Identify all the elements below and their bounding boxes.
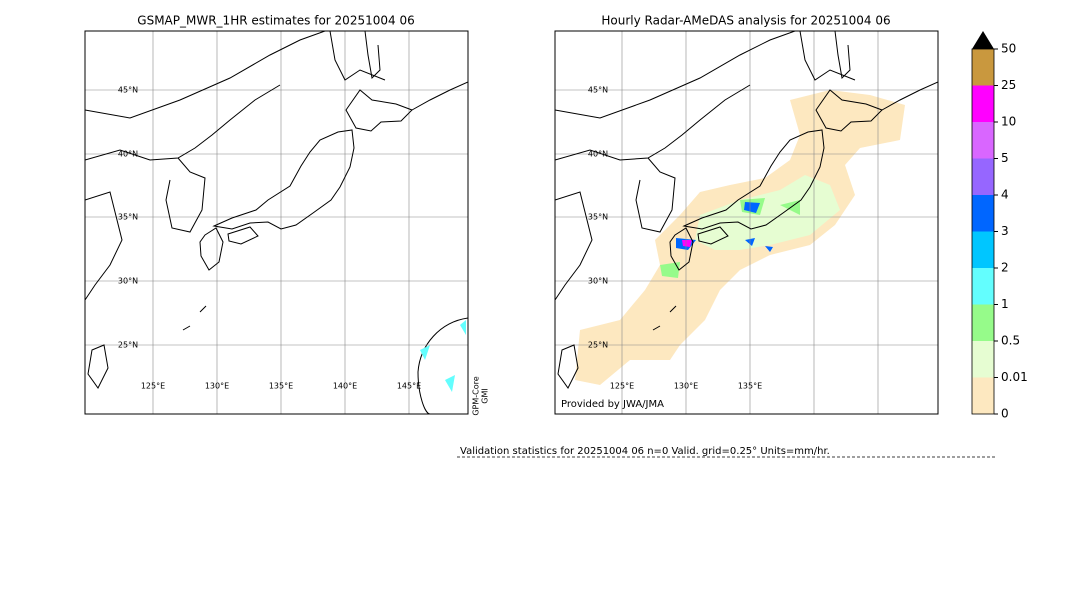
- left-map: GSMAP_MWR_1HR estimates for 20251004 06 …: [84, 14, 490, 416]
- colorbar-tick-label: 0.01: [1001, 370, 1028, 384]
- right-map: Hourly Radar-AMeDAS analysis for 2025100…: [554, 14, 939, 415]
- colorbar-tick-label: 50: [1001, 42, 1016, 56]
- map-frame: [554, 30, 939, 415]
- map-title: Hourly Radar-AMeDAS analysis for 2025100…: [601, 14, 890, 28]
- lat-label: 45°N: [118, 86, 138, 95]
- colorbar-segment: [972, 85, 994, 122]
- coastline: [85, 31, 468, 389]
- lat-label: 40°N: [588, 150, 608, 159]
- credit: Provided by JWA/JMA: [561, 399, 664, 410]
- lat-label: 30°N: [588, 277, 608, 286]
- colorbar-tick-label: 1: [1001, 297, 1009, 311]
- colorbar-tick-label: 0.5: [1001, 334, 1020, 348]
- precip-area: [660, 198, 800, 278]
- colorbar-tick-label: 10: [1001, 115, 1016, 129]
- colorbar-segment: [972, 268, 994, 305]
- lon-label: 125°E: [610, 382, 634, 391]
- colorbar-tick-label: 5: [1001, 151, 1009, 165]
- colorbar-segment: [972, 341, 994, 378]
- lat-label: 25°N: [118, 341, 138, 350]
- lon-label: 130°E: [205, 382, 229, 391]
- rain-spots: [420, 320, 466, 392]
- satellite-label: GPM-Core: [472, 376, 481, 415]
- precip-area: [682, 240, 692, 247]
- lat-label: 35°N: [118, 213, 138, 222]
- colorbar-tick-label: 4: [1001, 188, 1009, 202]
- lon-label: 145°E: [397, 382, 421, 391]
- lon-label: 135°E: [269, 382, 293, 391]
- precip-area: [676, 202, 773, 252]
- colorbar-tick-label: 3: [1001, 224, 1009, 238]
- colorbar-extend: [972, 31, 994, 49]
- lat-label: 40°N: [118, 150, 138, 159]
- lat-label: 45°N: [588, 86, 608, 95]
- lat-label: 35°N: [588, 213, 608, 222]
- colorbar-segment: [972, 195, 994, 232]
- colorbar-segment: [972, 49, 994, 86]
- satellite-swath: [417, 317, 468, 414]
- lat-label: 25°N: [588, 341, 608, 350]
- satellite-label: GMI: [481, 388, 490, 403]
- colorbar-tick-label: 0: [1001, 407, 1009, 421]
- grid: [555, 31, 938, 414]
- lon-label: 140°E: [333, 382, 357, 391]
- precip-area: [695, 175, 840, 250]
- map-frame: [84, 30, 469, 415]
- colorbar-segment: [972, 377, 994, 414]
- lon-label: 130°E: [674, 382, 698, 391]
- colorbar-tick-label: 2: [1001, 261, 1009, 275]
- lat-label: 30°N: [118, 277, 138, 286]
- map-title: GSMAP_MWR_1HR estimates for 20251004 06: [137, 14, 414, 28]
- colorbar-segment: [972, 122, 994, 159]
- colorbar: 0 0.01 0.5 1 2 3 4 5 10 25 50: [971, 31, 1028, 421]
- colorbar-segment: [972, 304, 994, 341]
- lon-label: 135°E: [738, 382, 762, 391]
- colorbar-tick-label: 25: [1001, 78, 1016, 92]
- colorbar-segment: [972, 231, 994, 268]
- validation-text: Validation statistics for 20251004 06 n=…: [460, 446, 830, 457]
- lon-label: 125°E: [141, 382, 165, 391]
- colorbar-segment: [972, 158, 994, 195]
- grid: [85, 31, 468, 414]
